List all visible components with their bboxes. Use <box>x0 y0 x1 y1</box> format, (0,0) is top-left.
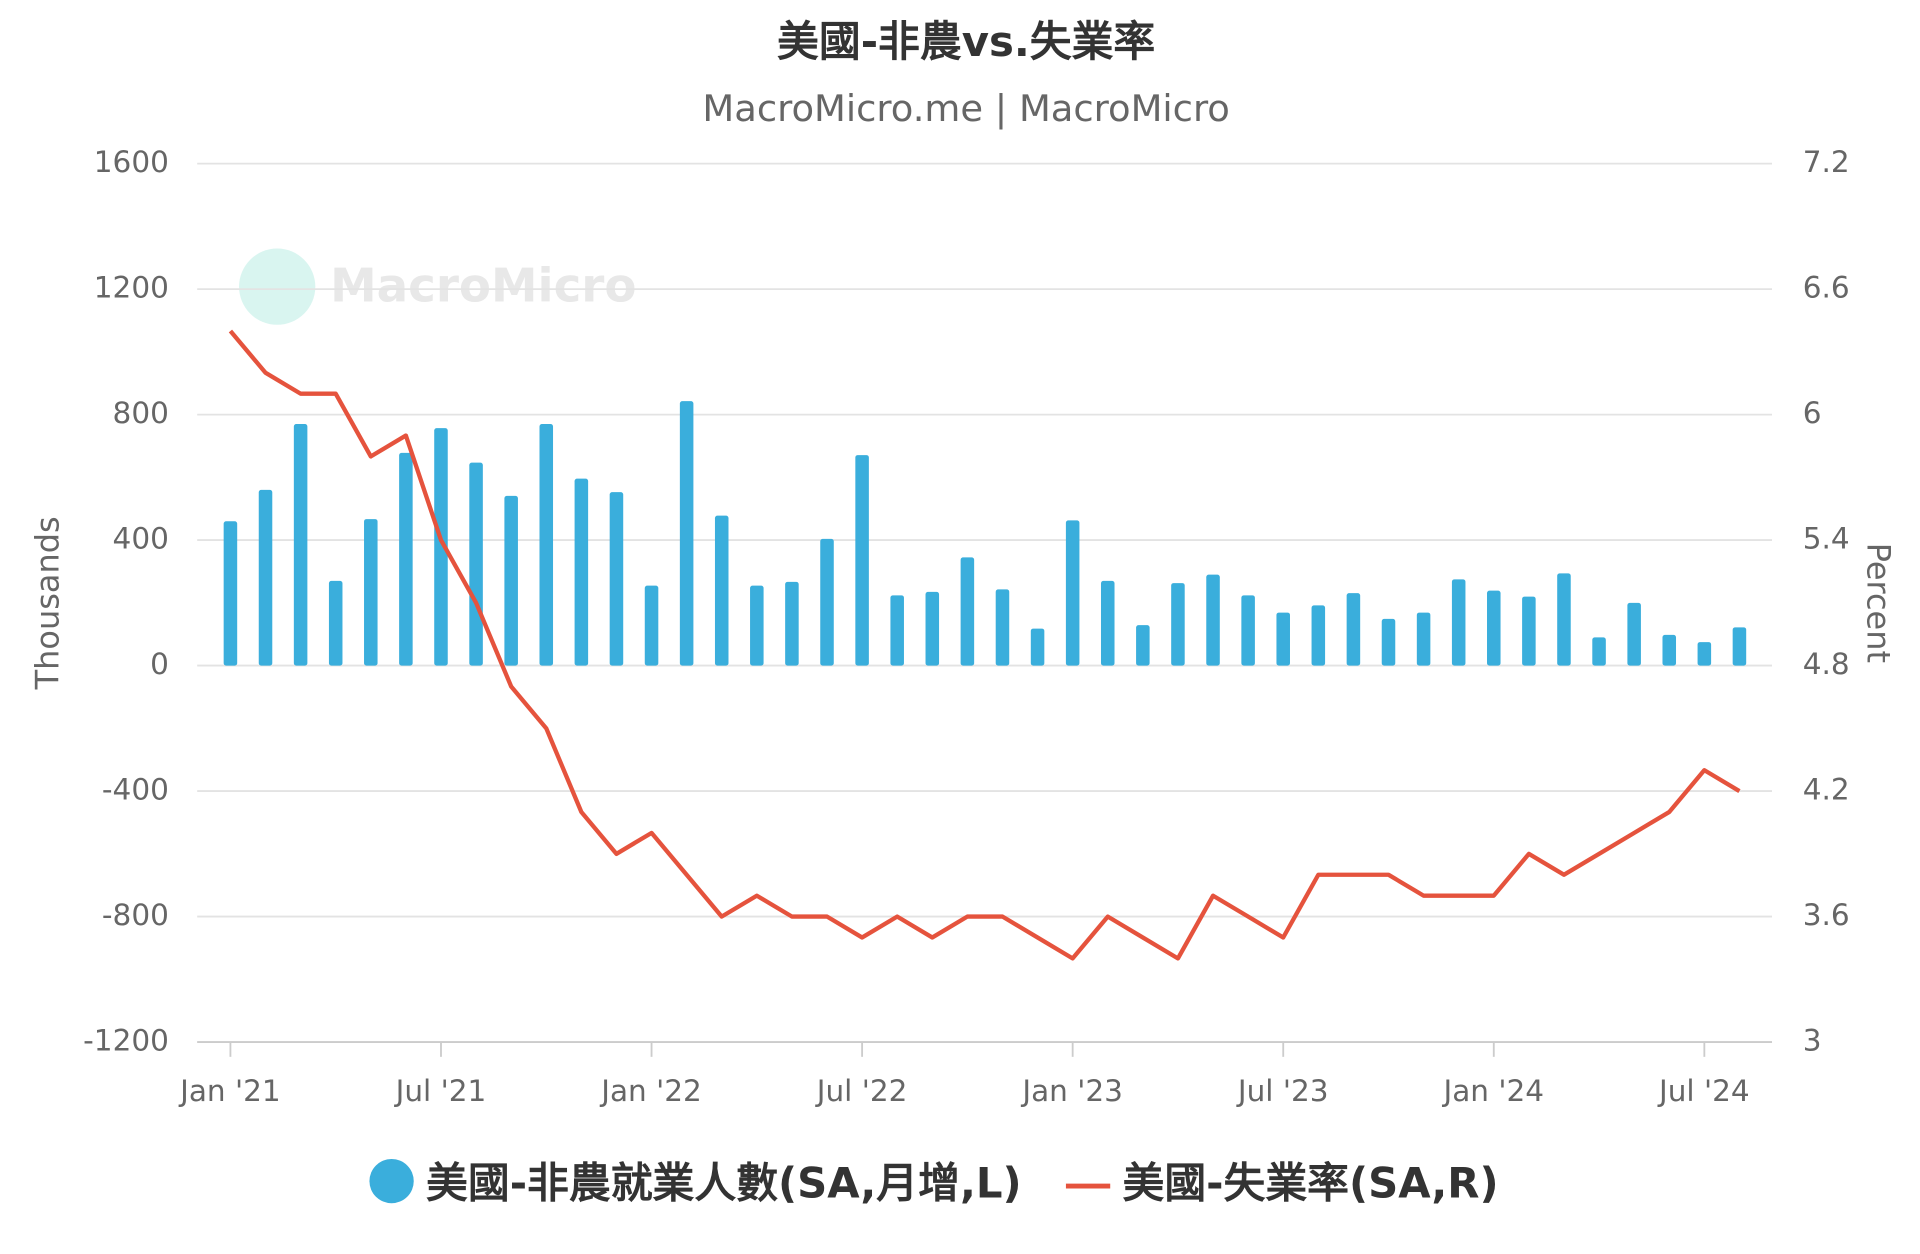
bar <box>609 492 624 666</box>
chart-subtitle: MacroMicro.me | MacroMicro <box>702 87 1229 130</box>
bar <box>855 455 869 666</box>
bar <box>1311 605 1326 666</box>
bar <box>750 585 764 666</box>
bar <box>960 557 975 666</box>
bar <box>925 591 940 666</box>
bar <box>644 585 659 666</box>
y-tick-label: -800 <box>102 898 169 932</box>
y-tick-label: 1200 <box>94 271 169 305</box>
bar <box>1381 618 1396 666</box>
bar <box>679 401 694 666</box>
x-tick-label: Jan '24 <box>1441 1074 1544 1108</box>
x-tick-label: Jul '22 <box>815 1074 908 1108</box>
bar <box>1100 580 1115 666</box>
bar <box>890 595 904 666</box>
bar <box>1065 520 1080 666</box>
bar <box>1451 579 1466 666</box>
bar <box>785 581 799 666</box>
y2-tick-label: 3 <box>1803 1024 1822 1058</box>
bar <box>504 495 518 666</box>
y2-tick-label: 5.4 <box>1803 522 1850 556</box>
x-tick-label: Jul '23 <box>1236 1074 1329 1108</box>
y2-tick-label: 3.6 <box>1803 898 1850 932</box>
chart-title: 美國-非農vs.失業率 <box>777 17 1155 66</box>
y2-tick-label: 6 <box>1803 396 1822 430</box>
bar <box>1206 574 1220 666</box>
bar <box>1276 612 1290 666</box>
bar <box>574 478 589 666</box>
bar <box>1487 590 1501 666</box>
bar <box>995 589 1010 666</box>
line <box>228 329 1741 961</box>
bar <box>1522 596 1536 666</box>
y2-tick-label: 4.2 <box>1803 773 1850 807</box>
bar <box>293 424 308 666</box>
bar <box>469 462 483 666</box>
bar <box>714 515 729 666</box>
bar <box>1416 612 1431 666</box>
bar <box>820 538 834 666</box>
bar <box>434 428 448 666</box>
bar <box>1662 634 1677 666</box>
y2-axis-title: Percent <box>1860 543 1898 663</box>
x-tick-label: Jul '24 <box>1657 1074 1750 1108</box>
bar <box>1557 573 1571 666</box>
bar <box>1241 595 1255 666</box>
y-tick-label: 800 <box>113 396 169 430</box>
y-tick-label: 1600 <box>94 145 169 179</box>
x-tick-label: Jan '22 <box>599 1074 702 1108</box>
bar <box>223 521 238 666</box>
y-axis-title: Thousands <box>29 516 67 690</box>
bar <box>1592 637 1606 666</box>
x-tick-label: Jul '21 <box>394 1074 487 1108</box>
bar <box>539 424 554 666</box>
bar <box>328 580 343 666</box>
x-tick-label: Jan '23 <box>1020 1074 1123 1108</box>
y2-tick-label: 6.6 <box>1803 271 1850 305</box>
bar <box>399 452 413 666</box>
bar <box>1627 602 1641 666</box>
bar <box>258 489 273 666</box>
y-tick-label: 0 <box>150 647 169 681</box>
y2-tick-label: 7.2 <box>1803 145 1850 179</box>
y-tick-label: 400 <box>113 522 169 556</box>
bar <box>1030 628 1045 666</box>
bar <box>1171 583 1185 666</box>
watermark-logo <box>239 248 316 325</box>
bar <box>1136 625 1150 666</box>
bar <box>1346 593 1361 666</box>
y-tick-label: -400 <box>102 773 169 807</box>
bar <box>1732 627 1747 666</box>
watermark: MacroMicro <box>330 260 636 314</box>
x-tick-label: Jan '21 <box>178 1074 281 1108</box>
legend-label: 美國-非農就業人數(SA,月增,L) <box>426 1159 1022 1208</box>
y2-tick-label: 4.8 <box>1803 647 1850 681</box>
y-tick-label: -1200 <box>83 1024 169 1058</box>
legend-label: 美國-失業率(SA,R) <box>1123 1159 1499 1208</box>
legend-marker <box>369 1158 414 1204</box>
bar <box>1697 642 1712 666</box>
bar <box>364 519 378 666</box>
